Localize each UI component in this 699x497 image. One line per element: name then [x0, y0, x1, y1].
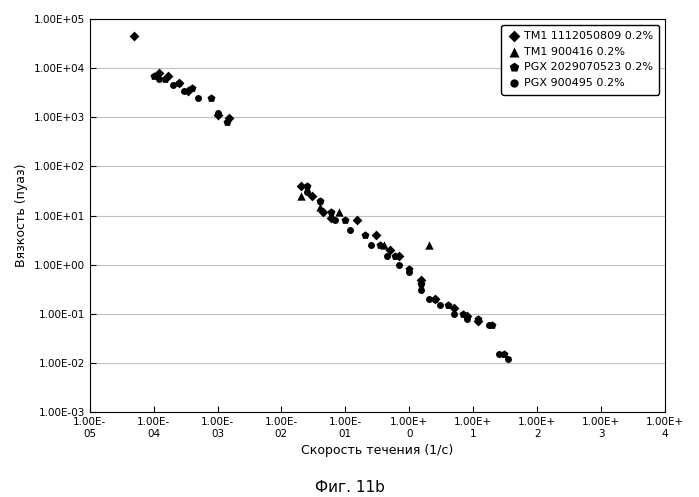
PGX 900495 0.2%	[394, 261, 405, 269]
TM1 1112050809 0.2%	[173, 79, 185, 87]
PGX 2029070523 0.2%	[458, 310, 469, 318]
PGX 900495 0.2%	[448, 310, 459, 318]
PGX 900495 0.2%	[473, 318, 484, 326]
PGX 2029070523 0.2%	[498, 350, 510, 358]
PGX 900495 0.2%	[178, 86, 189, 94]
PGX 2029070523 0.2%	[442, 301, 454, 309]
TM1 900416 0.2%	[378, 241, 389, 249]
TM1 900416 0.2%	[295, 192, 306, 200]
PGX 900495 0.2%	[503, 355, 514, 363]
Text: Фиг. 11b: Фиг. 11b	[315, 480, 384, 495]
PGX 900495 0.2%	[345, 227, 356, 235]
TM1 1112050809 0.2%	[163, 72, 174, 80]
TM1 1112050809 0.2%	[326, 214, 337, 222]
PGX 900495 0.2%	[153, 75, 164, 83]
PGX 2029070523 0.2%	[187, 83, 198, 91]
TM1 1112050809 0.2%	[384, 246, 396, 254]
PGX 900495 0.2%	[330, 216, 341, 224]
TM1 900416 0.2%	[423, 241, 434, 249]
TM1 1112050809 0.2%	[429, 295, 440, 303]
TM1 1112050809 0.2%	[153, 69, 164, 77]
PGX 900495 0.2%	[403, 268, 415, 276]
TM1 1112050809 0.2%	[461, 312, 473, 320]
TM1 1112050809 0.2%	[306, 192, 317, 200]
PGX 2029070523 0.2%	[473, 315, 484, 323]
Legend: TM1 1112050809 0.2%, TM1 900416 0.2%, PGX 2029070523 0.2%, PGX 900495 0.2%: TM1 1112050809 0.2%, TM1 900416 0.2%, PG…	[501, 24, 659, 94]
TM1 1112050809 0.2%	[394, 252, 405, 260]
PGX 900495 0.2%	[212, 109, 223, 117]
PGX 2029070523 0.2%	[375, 241, 386, 249]
PGX 900495 0.2%	[415, 286, 426, 294]
PGX 900495 0.2%	[167, 81, 178, 89]
PGX 2029070523 0.2%	[222, 118, 233, 126]
PGX 900495 0.2%	[382, 252, 393, 260]
X-axis label: Скорость течения (1/c): Скорость течения (1/c)	[301, 444, 454, 457]
TM1 1112050809 0.2%	[370, 231, 382, 239]
PGX 900495 0.2%	[365, 241, 376, 249]
PGX 2029070523 0.2%	[340, 216, 351, 224]
TM1 1112050809 0.2%	[129, 32, 140, 40]
PGX 900495 0.2%	[423, 295, 434, 303]
PGX 2029070523 0.2%	[389, 252, 401, 260]
PGX 2029070523 0.2%	[359, 231, 370, 239]
TM1 1112050809 0.2%	[182, 86, 194, 94]
PGX 2029070523 0.2%	[403, 265, 415, 273]
PGX 900495 0.2%	[193, 94, 204, 102]
PGX 2029070523 0.2%	[315, 197, 326, 205]
PGX 2029070523 0.2%	[148, 72, 159, 80]
TM1 1112050809 0.2%	[295, 182, 306, 190]
PGX 900495 0.2%	[461, 315, 473, 323]
TM1 1112050809 0.2%	[473, 318, 484, 326]
TM1 900416 0.2%	[333, 208, 345, 216]
Y-axis label: Вязкость (пуаз): Вязкость (пуаз)	[15, 164, 28, 267]
TM1 1112050809 0.2%	[223, 114, 234, 122]
PGX 900495 0.2%	[301, 188, 312, 196]
PGX 2029070523 0.2%	[301, 182, 312, 190]
TM1 900416 0.2%	[315, 203, 326, 211]
TM1 1112050809 0.2%	[351, 216, 362, 224]
PGX 2029070523 0.2%	[173, 79, 185, 87]
PGX 2029070523 0.2%	[429, 295, 440, 303]
PGX 900495 0.2%	[434, 301, 445, 309]
TM1 1112050809 0.2%	[415, 275, 426, 283]
TM1 1112050809 0.2%	[212, 111, 223, 119]
PGX 900495 0.2%	[493, 350, 504, 358]
PGX 2029070523 0.2%	[487, 321, 498, 329]
TM1 1112050809 0.2%	[448, 304, 459, 312]
PGX 2029070523 0.2%	[159, 75, 171, 83]
PGX 900495 0.2%	[315, 197, 326, 205]
PGX 2029070523 0.2%	[206, 94, 217, 102]
PGX 900495 0.2%	[484, 321, 495, 329]
PGX 2029070523 0.2%	[326, 208, 337, 216]
TM1 1112050809 0.2%	[317, 208, 329, 216]
PGX 2029070523 0.2%	[415, 280, 426, 288]
